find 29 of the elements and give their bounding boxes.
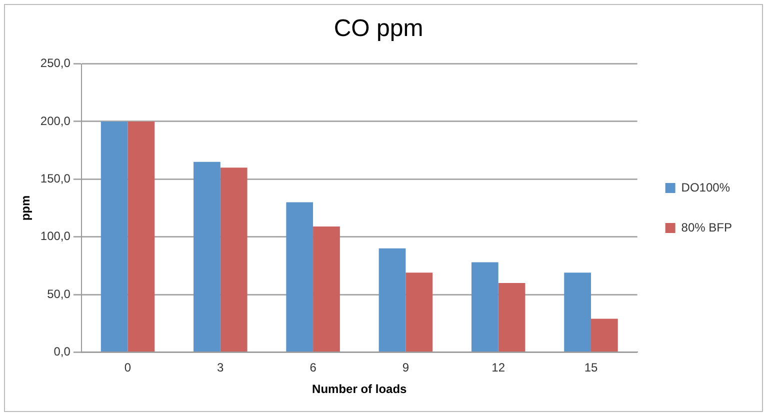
legend-label: DO100% xyxy=(681,180,730,194)
bar xyxy=(194,162,220,352)
bar xyxy=(564,272,591,352)
bar xyxy=(313,226,340,352)
x-axis-title: Number of loads xyxy=(312,382,408,396)
legend-label: 80% BFP xyxy=(681,220,732,234)
x-tick-label: 12 xyxy=(492,360,506,375)
x-tick-label: 15 xyxy=(584,360,598,375)
x-tick-label: 9 xyxy=(402,360,410,375)
y-tick-label: 100,0 xyxy=(40,229,71,244)
bar xyxy=(286,202,314,352)
bar xyxy=(100,121,128,352)
y-axis-title: ppm xyxy=(18,195,33,221)
y-tick-label: 0,0 xyxy=(54,344,71,359)
y-tick-label: 200,0 xyxy=(40,114,71,128)
bar xyxy=(471,262,498,352)
bar xyxy=(378,248,406,352)
bar xyxy=(220,168,248,352)
y-tick-label: 250,0 xyxy=(40,56,71,70)
bar xyxy=(128,121,155,352)
x-tick-label: 0 xyxy=(124,360,132,375)
chart-title: CO ppm xyxy=(334,15,424,42)
x-tick-label: 3 xyxy=(217,360,224,375)
y-tick-label: 150,0 xyxy=(40,171,71,186)
bar xyxy=(406,272,433,352)
bar xyxy=(498,282,526,352)
bar xyxy=(590,318,618,352)
x-tick-label: 6 xyxy=(310,360,317,375)
y-tick-label: 50,0 xyxy=(47,286,71,301)
